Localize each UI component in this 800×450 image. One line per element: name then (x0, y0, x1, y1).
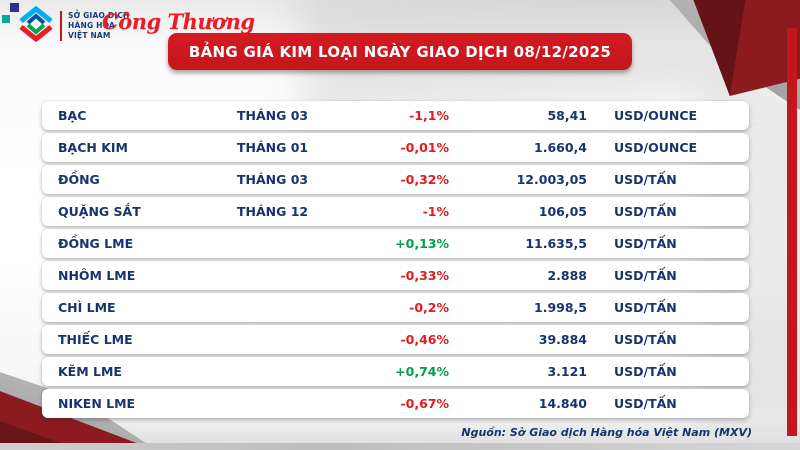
table-row: KẼM LME +0,74% 3.121 USD/TẤN (42, 357, 749, 386)
contract-month: THÁNG 03 (237, 172, 309, 187)
price-value: 39.884 (538, 332, 587, 347)
price-value: 58,41 (547, 108, 587, 123)
table-row: BẠC THÁNG 03 -1,1% 58,41 USD/OUNCE (42, 101, 749, 130)
source-note: Nguồn: Sở Giao dịch Hàng hóa Việt Nam (M… (461, 426, 752, 439)
page-title: BẢNG GIÁ KIM LOẠI NGÀY GIAO DỊCH 08/12/2… (168, 33, 632, 70)
mxv-logo-line: VIỆT NAM (68, 30, 111, 40)
commodity-name: QUẶNG SẮT (58, 204, 141, 219)
contract-month: THÁNG 12 (237, 204, 309, 219)
price-value: 11.635,5 (525, 236, 587, 251)
table-row: CHÌ LME -0,2% 1.998,5 USD/TẤN (42, 293, 749, 322)
commodity-name: CHÌ LME (58, 300, 116, 315)
price-unit: USD/TẤN (614, 268, 677, 283)
commodity-name: BẠC (58, 108, 87, 123)
change-percent: -0,2% (409, 300, 449, 315)
commodity-name: KẼM LME (58, 364, 122, 379)
mxv-logo-line: SỞ GIAO DỊCH (68, 11, 130, 21)
commodity-name: BẠCH KIM (58, 140, 128, 155)
table-row: QUẶNG SẮT THÁNG 12 -1% 106,05 USD/TẤN (42, 197, 749, 226)
decor-square-teal (2, 15, 10, 23)
price-unit: USD/OUNCE (614, 140, 698, 155)
price-value: 1.660,4 (534, 140, 587, 155)
price-value: 2.888 (547, 268, 587, 283)
commodity-name: ĐỒNG LME (58, 236, 134, 251)
price-unit: USD/TẤN (614, 204, 677, 219)
change-percent: -1% (422, 204, 449, 219)
table-row: BẠCH KIM THÁNG 01 -0,01% 1.660,4 USD/OUNCE (42, 133, 749, 162)
decor-bottom-gray-strip (0, 443, 800, 450)
change-percent: +0,74% (395, 364, 449, 379)
price-value: 106,05 (538, 204, 587, 219)
price-value: 3.121 (547, 364, 587, 379)
price-unit: USD/TẤN (614, 332, 677, 347)
table-row: NHÔM LME -0,33% 2.888 USD/TẤN (42, 261, 749, 290)
price-unit: USD/TẤN (614, 236, 677, 251)
contract-month: THÁNG 01 (237, 140, 309, 155)
change-percent: +0,13% (395, 236, 449, 251)
table-row: THIẾC LME -0,46% 39.884 USD/TẤN (42, 325, 749, 354)
table-row: NIKEN LME -0,67% 14.840 USD/TẤN (42, 389, 749, 418)
change-percent: -0,67% (400, 396, 449, 411)
change-percent: -0,46% (400, 332, 449, 347)
congthuong-logo: Công Thương (102, 9, 255, 34)
price-value: 1.998,5 (534, 300, 587, 315)
price-value: 12.003,05 (516, 172, 587, 187)
change-percent: -0,32% (400, 172, 449, 187)
commodity-name: NHÔM LME (58, 268, 136, 283)
price-unit: USD/TẤN (614, 300, 677, 315)
commodity-name: NIKEN LME (58, 396, 136, 411)
table-row: ĐỒNG THÁNG 03 -0,32% 12.003,05 USD/TẤN (42, 165, 749, 194)
price-table: BẠC THÁNG 03 -1,1% 58,41 USD/OUNCE BẠCH KIM TH… (42, 101, 749, 418)
mxv-diamond-icon (18, 5, 54, 46)
price-unit: USD/TẤN (614, 396, 677, 411)
commodity-name: THIẾC LME (58, 332, 133, 347)
mxv-logo-text: SỞ GIAO DỊCH HÀNG HÓA VIỆT NAM (60, 11, 130, 41)
decor-top-right-maroon (693, 0, 800, 96)
decor-right-red-strip (787, 28, 797, 436)
change-percent: -0,01% (400, 140, 449, 155)
mxv-logo-line: HÀNG HÓA (68, 21, 115, 31)
mxv-logo: SỞ GIAO DỊCH HÀNG HÓA VIỆT NAM (18, 5, 130, 46)
change-percent: -0,33% (400, 268, 449, 283)
contract-month: THÁNG 03 (237, 108, 309, 123)
price-unit: USD/TẤN (614, 364, 677, 379)
price-unit: USD/OUNCE (614, 108, 698, 123)
change-percent: -1,1% (409, 108, 449, 123)
commodity-name: ĐỒNG (58, 172, 100, 187)
price-unit: USD/TẤN (614, 172, 677, 187)
table-row: ĐỒNG LME +0,13% 11.635,5 USD/TẤN (42, 229, 749, 258)
decor-top-right-facet (693, 0, 746, 96)
price-value: 14.840 (538, 396, 587, 411)
